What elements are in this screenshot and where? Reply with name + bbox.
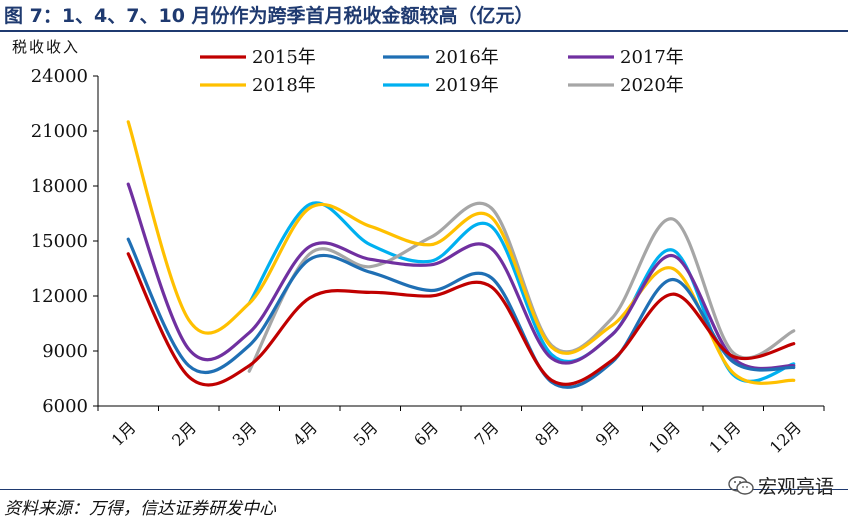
x-tick-label: 11月 [705,418,744,457]
x-tick-label: 1月 [108,418,140,450]
series-line-2017年 [126,182,796,371]
footer-divider [0,489,848,490]
legend-label: 2017年 [620,47,684,68]
chart-title: 图 7：1、4、7、10 月份作为跨季首月税收金额较高（亿元） [4,5,534,27]
y-tick-label: 15000 [31,231,88,252]
x-tick-label: 12月 [766,418,805,457]
y-tick-label: 6000 [42,396,88,417]
series-line-2015年 [126,252,796,387]
x-tick-label: 2月 [168,418,200,450]
wechat-icon [728,475,754,495]
x-tick-label: 10月 [645,418,684,457]
series-line-2019年 [247,201,796,383]
x-tick-label: 9月 [592,418,624,450]
x-tick-label: 3月 [229,418,261,450]
watermark: 宏观亮语 [728,472,834,499]
x-tick-label: 4月 [289,418,321,450]
source-note: 资料来源：万得，信达证券研发中心 [4,499,276,519]
title-divider [0,30,848,32]
series-line-2016年 [126,237,796,389]
legend-label: 2018年 [252,75,316,96]
series-line-2018年 [126,120,796,385]
y-tick-label: 24000 [31,66,88,87]
x-tick-label: 6月 [410,418,442,450]
x-tick-label: 8月 [531,418,563,450]
x-tick-label: 7月 [471,418,503,450]
legend-label: 2019年 [435,75,499,96]
chart-axes: 6000 9000 12000 15000 18000 21000 24000 1月 2月 3月 4… [12,38,825,457]
legend-label: 2015年 [252,47,316,68]
chart-legend: 2015年 2016年 2017年 2018年 2019年 2020年 [200,47,684,96]
legend-label: 2016年 [435,47,499,68]
y-tick-label: 9000 [42,341,88,362]
legend-label: 2020年 [620,75,684,96]
x-tick-label: 5月 [350,418,382,450]
y-tick-label: 12000 [31,286,88,307]
y-tick-label: 21000 [31,121,88,142]
y-tick-label: 18000 [31,176,88,197]
y-axis-label: 税收收入 [12,38,80,56]
series-layer [126,120,796,389]
watermark-text: 宏观亮语 [757,476,834,498]
